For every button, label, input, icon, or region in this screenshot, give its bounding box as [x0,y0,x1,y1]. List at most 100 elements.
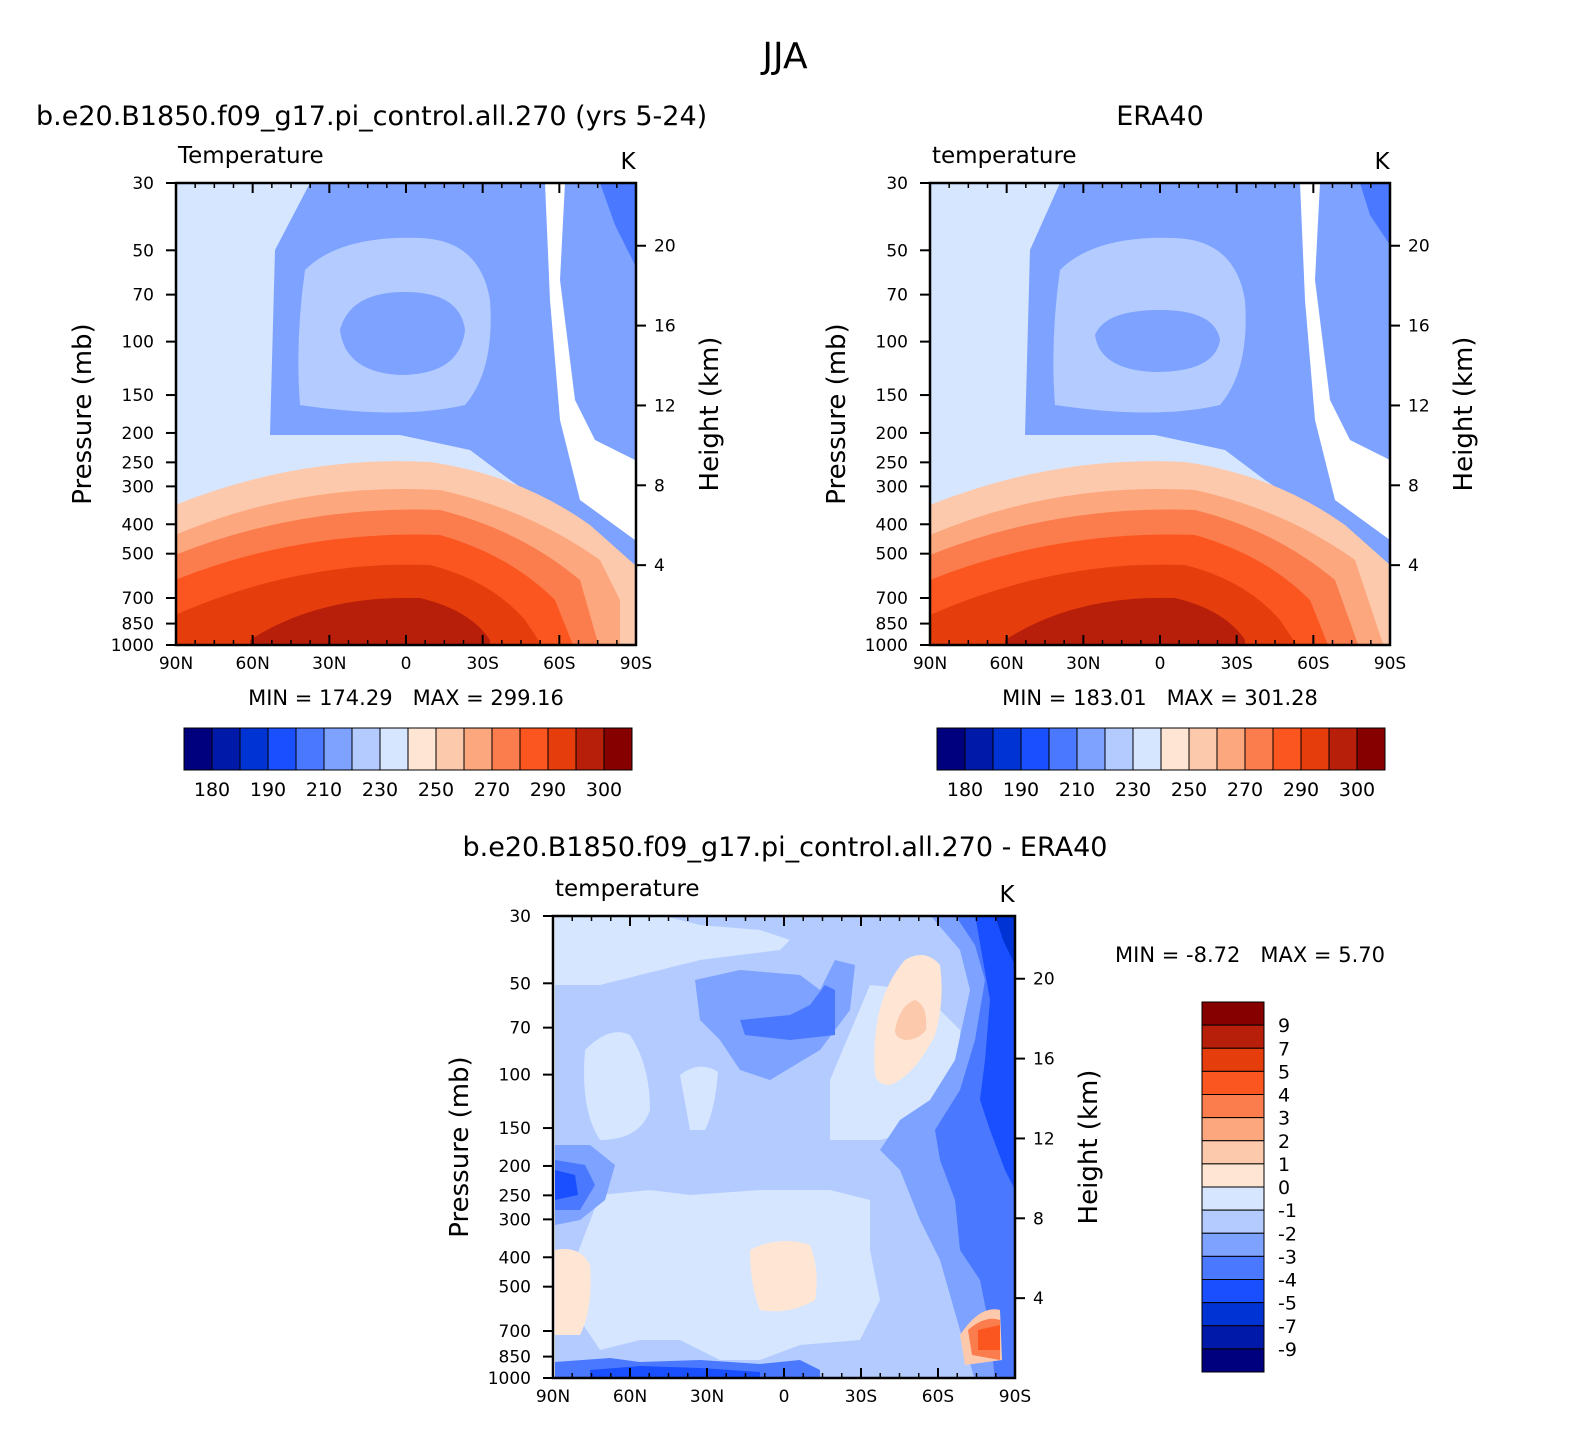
colorbar-box [964,727,994,771]
colorbar-label: 3 [1278,1108,1290,1130]
x-tick-label: 60N [235,654,269,674]
y-tick-label: 70 [132,286,154,306]
y-tick-label: 100 [876,333,908,353]
colorbar-box [547,727,577,771]
y-tick-label: 1000 [111,636,154,656]
colorbar-label: 250 [1171,779,1207,801]
colorbar-label: 210 [1059,779,1095,801]
colorbar-label: 190 [1003,779,1039,801]
stat-separator [1240,943,1260,967]
contour-region-blue [1315,183,1390,460]
stat-min: -8.72 [1186,943,1240,967]
y-tick-label: 250 [122,453,154,473]
stat-separator: = [1042,686,1073,710]
colorbar-label: 180 [947,779,983,801]
colorbar-box [1201,1001,1265,1026]
colorbar-label: 190 [250,779,286,801]
x-tick-label: 60S [922,1387,954,1407]
y2-tick-label: 12 [1408,396,1430,416]
variable-label: temperature [932,143,1077,169]
stat-separator: = [459,686,490,710]
y-axis-title: Pressure (mb) [822,323,852,504]
colorbar-label: 230 [1115,779,1151,801]
y-tick-label: 500 [876,545,908,565]
stat-separator [1147,686,1167,710]
colorbar-box [407,727,437,771]
contour-region-blue4-top [740,985,835,1040]
stat-max-label: MAX [413,686,460,710]
x-tick-label: 60N [613,1387,647,1407]
x-tick-label: 90N [159,654,193,674]
contour-region-upper-core [1095,310,1220,372]
y2-tick-label: 16 [1408,317,1430,337]
colorbar-box [1201,1024,1265,1049]
colorbar-label: 270 [474,779,510,801]
x-tick-label: 90S [999,1387,1031,1407]
colorbar-box [1132,727,1162,771]
y2-tick-label: 20 [1033,970,1055,990]
colorbar-box [295,727,325,771]
panel-obs: ERA40 temperature K 90N 60N 30N 0 30S 60S 90S 30 50… [822,101,1479,801]
contour-fields [176,183,636,645]
y-tick-label: 300 [876,477,908,497]
variable-label: temperature [555,876,700,902]
y-tick-label: 500 [122,545,154,565]
y-tick-label: 200 [499,1157,531,1177]
colorbar-box [239,727,269,771]
stat-min: 183.01 [1073,686,1146,710]
y2-tick-label: 4 [1033,1289,1044,1309]
colorbar-box [1201,1047,1265,1072]
stat-max-label: MAX [1260,943,1307,967]
contour-region-pos-mid [750,1241,817,1312]
colorbar-box [491,727,521,771]
y-tick-label: 150 [876,386,908,406]
min-max-stats: MIN = 183.01 MAX = 301.28 [1002,686,1318,710]
stat-min: 174.29 [319,686,392,710]
colorbar-box [575,727,605,771]
stat-separator: = [1307,943,1338,967]
x-tick-label: 90S [620,654,652,674]
colorbar-label: 1 [1278,1154,1290,1176]
x-tick-label: 30N [1066,654,1100,674]
x-tick-label: 30S [1220,654,1252,674]
colorbar-label: 4 [1278,1085,1290,1107]
y2-tick-label: 16 [1033,1050,1055,1070]
colorbar-box [1201,1232,1265,1257]
colorbar-box [1201,1070,1265,1095]
stat-max-label: MAX [1167,686,1214,710]
figure-title: JJA [760,36,808,77]
panel-header: b.e20.B1850.f09_g17.pi_control.all.270 -… [463,832,1108,863]
stat-min-label: MIN [248,686,288,710]
y-tick-label: 200 [876,424,908,444]
colorbar-box [1201,1140,1265,1165]
x-tick-label: 30N [312,654,346,674]
panel-header: ERA40 [1116,101,1204,132]
colorbar-box [1201,1186,1265,1211]
contour-region-pale-left [584,1032,650,1140]
y-tick-label: 400 [122,515,154,535]
colorbar-box [1201,1348,1265,1373]
contour-region-bottom-blue2 [590,1366,760,1378]
colorbar-box [1076,727,1106,771]
stat-min-label: MIN [1002,686,1042,710]
colorbar-label: -1 [1278,1200,1297,1222]
y-tick-label: 30 [886,174,908,194]
y2-tick-label: 12 [654,396,676,416]
colorbar-box [351,727,381,771]
x-tick-label: 0 [401,654,412,674]
contour-region-lvl295 [1055,624,1211,645]
units-label: K [620,149,636,175]
colorbar-box [1104,727,1134,771]
panel-header: b.e20.B1850.f09_g17.pi_control.all.270 (… [36,101,707,132]
colorbar-box [463,727,493,771]
contour-region-dark-blue [1360,183,1390,245]
y-tick-label: 150 [122,386,154,406]
colorbar-box [1356,727,1386,771]
y-tick-label: 150 [499,1119,531,1139]
x-tick-label: 30S [845,1387,877,1407]
min-max-stats: MIN = -8.72 MAX = 5.70 [1115,943,1385,967]
x-tick-label: 60N [989,654,1023,674]
y-tick-label: 50 [132,241,154,261]
